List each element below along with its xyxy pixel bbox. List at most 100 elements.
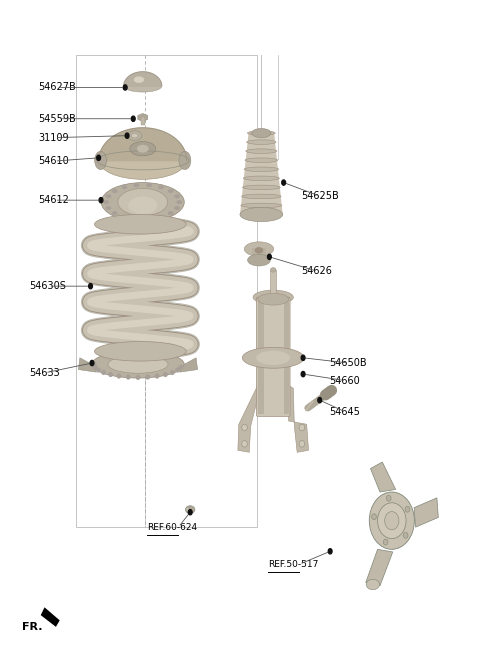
Ellipse shape <box>270 267 276 272</box>
Polygon shape <box>138 114 148 122</box>
Ellipse shape <box>242 185 280 190</box>
Polygon shape <box>414 498 438 527</box>
Text: REF.50-517: REF.50-517 <box>268 560 319 569</box>
Ellipse shape <box>384 512 399 530</box>
Polygon shape <box>240 133 283 214</box>
Ellipse shape <box>168 211 174 215</box>
Polygon shape <box>99 128 187 160</box>
Ellipse shape <box>133 217 139 221</box>
Circle shape <box>96 155 100 160</box>
Ellipse shape <box>99 141 187 179</box>
Text: 54627B: 54627B <box>38 83 76 93</box>
Ellipse shape <box>243 176 279 181</box>
Text: 54630S: 54630S <box>29 281 66 291</box>
Ellipse shape <box>240 212 283 217</box>
Bar <box>258 299 264 415</box>
Bar <box>284 299 288 415</box>
Ellipse shape <box>136 374 140 380</box>
Ellipse shape <box>121 215 127 219</box>
Ellipse shape <box>384 539 388 545</box>
Ellipse shape <box>137 145 149 152</box>
Text: 54660: 54660 <box>329 376 360 386</box>
Ellipse shape <box>177 200 182 204</box>
Text: FR.: FR. <box>22 622 42 632</box>
FancyBboxPatch shape <box>256 297 290 417</box>
Polygon shape <box>180 358 198 372</box>
Circle shape <box>90 361 94 366</box>
Ellipse shape <box>146 183 152 187</box>
Ellipse shape <box>145 374 150 380</box>
Ellipse shape <box>248 131 275 135</box>
Circle shape <box>328 549 332 554</box>
Ellipse shape <box>179 151 191 170</box>
Ellipse shape <box>112 189 118 193</box>
Ellipse shape <box>299 424 305 431</box>
Ellipse shape <box>103 200 109 204</box>
Bar <box>270 270 276 297</box>
Ellipse shape <box>158 185 164 189</box>
Text: 54626: 54626 <box>301 266 332 276</box>
Ellipse shape <box>108 355 168 373</box>
Ellipse shape <box>132 133 138 138</box>
Ellipse shape <box>246 149 277 154</box>
Ellipse shape <box>366 579 380 590</box>
Text: REF.60-624: REF.60-624 <box>147 523 198 532</box>
Ellipse shape <box>163 372 168 377</box>
Text: 54633: 54633 <box>29 368 60 378</box>
Ellipse shape <box>108 372 113 377</box>
Ellipse shape <box>175 367 180 373</box>
Ellipse shape <box>146 217 152 221</box>
Ellipse shape <box>241 194 281 198</box>
Ellipse shape <box>112 211 118 215</box>
Ellipse shape <box>92 351 184 378</box>
Ellipse shape <box>134 76 144 83</box>
Ellipse shape <box>369 492 414 549</box>
Ellipse shape <box>256 351 290 365</box>
Circle shape <box>123 85 127 90</box>
Ellipse shape <box>106 194 111 198</box>
Ellipse shape <box>126 374 131 380</box>
Ellipse shape <box>241 203 282 208</box>
Ellipse shape <box>170 370 175 375</box>
Polygon shape <box>366 549 393 586</box>
Ellipse shape <box>248 254 270 266</box>
Polygon shape <box>78 358 96 372</box>
Circle shape <box>125 133 129 138</box>
Ellipse shape <box>101 370 106 375</box>
Ellipse shape <box>386 495 391 501</box>
Circle shape <box>132 116 135 122</box>
Circle shape <box>267 254 271 260</box>
Polygon shape <box>288 385 309 452</box>
Ellipse shape <box>128 196 157 214</box>
Circle shape <box>99 198 103 203</box>
Ellipse shape <box>242 348 304 368</box>
Ellipse shape <box>378 503 406 539</box>
Ellipse shape <box>168 189 174 193</box>
Ellipse shape <box>403 532 408 538</box>
Ellipse shape <box>95 151 107 170</box>
Ellipse shape <box>372 514 376 520</box>
Ellipse shape <box>118 189 168 215</box>
Bar <box>76 55 257 527</box>
Ellipse shape <box>133 183 139 187</box>
Ellipse shape <box>241 441 247 447</box>
Bar <box>252 248 266 260</box>
Circle shape <box>318 397 322 403</box>
Text: 54625B: 54625B <box>301 191 338 201</box>
Bar <box>141 118 144 125</box>
Ellipse shape <box>186 507 190 512</box>
Ellipse shape <box>252 129 271 137</box>
Ellipse shape <box>128 131 142 141</box>
Text: 54650B: 54650B <box>329 358 367 368</box>
Circle shape <box>282 180 286 185</box>
Ellipse shape <box>179 365 183 370</box>
Ellipse shape <box>245 158 278 162</box>
Polygon shape <box>371 462 396 492</box>
Ellipse shape <box>124 80 162 92</box>
Ellipse shape <box>130 141 156 156</box>
Text: 54612: 54612 <box>38 195 69 205</box>
Ellipse shape <box>299 441 305 447</box>
Ellipse shape <box>244 242 274 256</box>
Ellipse shape <box>92 362 96 367</box>
Text: 31109: 31109 <box>38 133 69 143</box>
